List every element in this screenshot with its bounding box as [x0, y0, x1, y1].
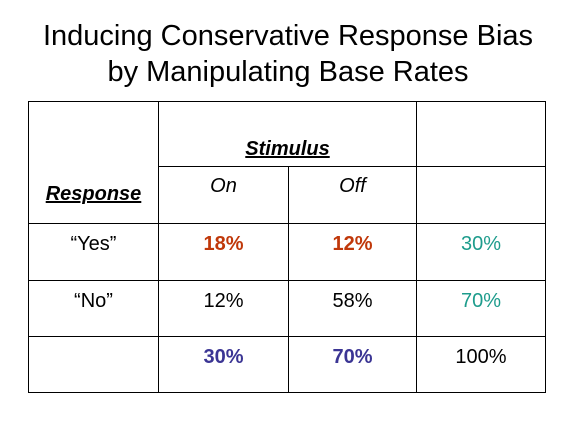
- contingency-table: Stimulus Response On Off “Yes” 18% 12% 3…: [28, 101, 546, 393]
- divider-h1: [158, 166, 545, 167]
- row-label-yes: “Yes”: [70, 232, 117, 255]
- title-line-1: Inducing Conservative Response Bias: [42, 20, 534, 52]
- column-header-on: On: [210, 174, 237, 197]
- grand-total: 100%: [455, 345, 507, 368]
- divider-v2: [288, 166, 289, 392]
- cell-yes-on: 18%: [203, 232, 244, 255]
- response-header: Response: [45, 183, 142, 205]
- column-total-on: 30%: [203, 345, 244, 368]
- slide-title: Inducing Conservative Response Bias by M…: [0, 18, 576, 90]
- divider-h2: [29, 223, 545, 224]
- divider-h4: [29, 336, 545, 337]
- divider-v3: [416, 102, 417, 392]
- stimulus-header: Stimulus: [245, 137, 330, 160]
- row-total-no: 70%: [460, 289, 502, 312]
- cell-no-on: 12%: [203, 289, 244, 312]
- divider-h3: [29, 280, 545, 281]
- cell-yes-off: 12%: [332, 232, 373, 255]
- column-total-off: 70%: [332, 345, 373, 368]
- row-label-no: “No”: [74, 289, 113, 312]
- row-total-yes: 30%: [460, 232, 502, 255]
- divider-v1: [158, 102, 159, 392]
- column-header-off: Off: [339, 174, 366, 197]
- title-line-2: by Manipulating Base Rates: [107, 56, 469, 88]
- cell-no-off: 58%: [332, 289, 373, 312]
